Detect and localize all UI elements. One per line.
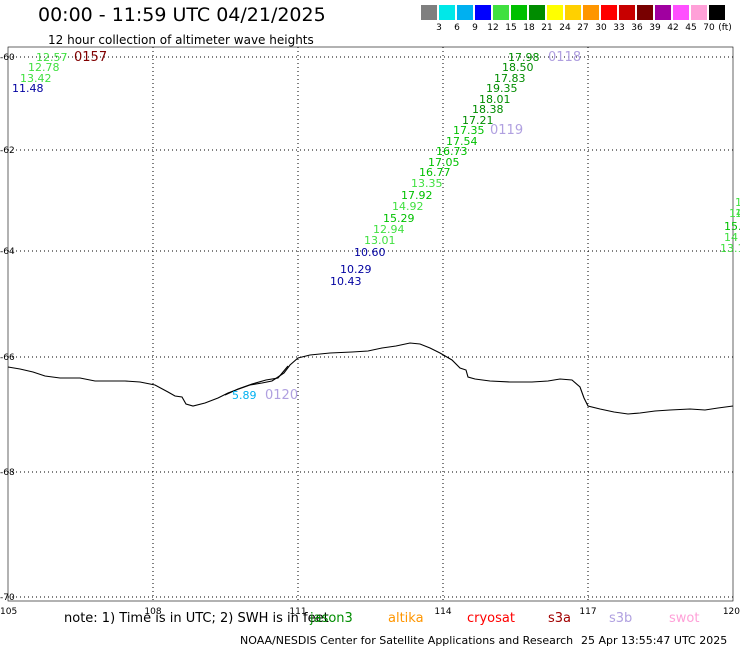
antarctic-coastline [7, 342, 734, 415]
coastline-inlet [224, 365, 289, 396]
wave-height-value: 17.35 [453, 124, 485, 137]
longitude-label: 114 [434, 607, 451, 617]
wave-height-value: 1 [735, 207, 740, 220]
legend-label: 9 [472, 23, 478, 33]
wave-height-value: 12.57 [36, 51, 68, 64]
legend-swatch [565, 5, 581, 20]
pass-id-label: 0118 [548, 50, 581, 65]
legend-unit: (ft) [718, 23, 732, 33]
wave-height-value: 15. [724, 220, 740, 233]
latitude-label: -60 [0, 53, 15, 63]
mission-label-s3b: s3b [609, 611, 633, 626]
latitude-label: -66 [0, 353, 15, 363]
legend-swatch [619, 5, 635, 20]
wave-height-value: 14.92 [392, 200, 424, 213]
latitude-label: -70 [0, 593, 15, 603]
wave-height-value: 13.35 [411, 177, 443, 190]
legend-swatch [691, 5, 707, 20]
plot-frame [7, 46, 734, 602]
mission-label-altika: altika [388, 611, 424, 626]
map-subtitle: 12 hour collection of altimeter wave hei… [48, 33, 314, 47]
legend-label: 33 [613, 23, 625, 33]
legend-swatch [421, 5, 437, 20]
wave-height-value: 18.38 [472, 103, 504, 116]
legend-swatch [529, 5, 545, 20]
wave-height-value: 17.21 [462, 114, 494, 127]
legend-label: 6 [454, 23, 460, 33]
wave-height-value: 13.1 [720, 242, 740, 255]
latitude-label: -62 [0, 146, 15, 156]
map-title: 00:00 - 11:59 UTC 04/21/2025 [38, 4, 326, 26]
wave-height-value: 17.54 [446, 135, 478, 148]
legend-swatch [493, 5, 509, 20]
wave-height-value: 17.05 [428, 156, 460, 169]
latitude-label: -68 [0, 468, 15, 478]
wave-height-value: 11.48 [12, 82, 44, 95]
longitude-label: 117 [579, 607, 596, 617]
wave-height-value: 15.29 [383, 212, 415, 225]
longitude-label: 111 [289, 607, 306, 617]
footer-organization: NOAA/NESDIS Center for Satellite Applica… [240, 634, 574, 647]
legend-label: 45 [685, 23, 697, 33]
legend-label: 70 [703, 23, 715, 33]
legend-swatch [511, 5, 527, 20]
longitude-label: 108 [144, 607, 161, 617]
legend-swatch [637, 5, 653, 20]
latitude-label: -64 [0, 247, 15, 257]
pass-id-label: 0120 [265, 388, 298, 403]
mission-label-swot: swot [669, 611, 700, 626]
legend-label: 30 [595, 23, 607, 33]
legend-swatch [547, 5, 563, 20]
wave-height-value: 17.83 [494, 72, 526, 85]
wave-height-value: 10.43 [330, 275, 362, 288]
wave-height-value: 10.29 [340, 263, 372, 276]
wave-height-value: 12.78 [28, 61, 60, 74]
legend-swatch [601, 5, 617, 20]
wave-height-value: 13.42 [20, 72, 52, 85]
pass-id-label: 0157 [74, 50, 107, 65]
wave-height-value: 5.89 [232, 389, 257, 402]
wave-height-value: 19.35 [486, 82, 518, 95]
legend-swatch [655, 5, 671, 20]
wave-height-value: 14 [729, 207, 740, 220]
legend-swatch [475, 5, 491, 20]
longitude-label: 105 [0, 607, 17, 617]
footer-timestamp: 25 Apr 13:55:47 UTC 2025 [581, 634, 728, 647]
mission-label-jason3: jason3 [310, 611, 353, 626]
mission-label-cryosat: cryosat [467, 611, 515, 626]
pass-id-label: 0119 [490, 123, 523, 138]
legend-swatch [439, 5, 455, 20]
legend-label: 42 [667, 23, 679, 33]
legend-swatch [673, 5, 689, 20]
wave-height-value: 14 [724, 231, 738, 244]
legend-label: 12 [487, 23, 499, 33]
mission-label-s3a: s3a [548, 611, 572, 626]
wave-height-value: 17.92 [401, 189, 433, 202]
legend-label: 24 [559, 23, 571, 33]
legend-swatch [709, 5, 725, 20]
legend-label: 21 [541, 23, 553, 33]
legend-swatch [457, 5, 473, 20]
legend-label: 36 [631, 23, 643, 33]
legend-swatch [583, 5, 599, 20]
wave-height-value: 12.94 [373, 223, 405, 236]
legend-label: 27 [577, 23, 589, 33]
wave-height-value: 16.77 [419, 166, 451, 179]
wave-height-value: 1 [735, 196, 740, 209]
wave-height-legend: 3 6 9 12 15 18 21 24 27 30 33 36 39 42 45 70 (ft) [421, 5, 732, 35]
wave-height-value: 16.73 [436, 145, 468, 158]
grid-lines [7, 46, 734, 602]
wave-height-value: 10.60 [354, 246, 386, 259]
legend-label: 15 [505, 23, 517, 33]
wave-height-value: 18.01 [479, 93, 511, 106]
wave-height-value: 13.01 [364, 234, 396, 247]
note-text: note: 1) Time is in UTC; 2) SWH is in fe… [64, 611, 329, 626]
legend-label: 39 [649, 23, 661, 33]
wave-height-value: 17.98 [508, 51, 540, 64]
longitude-label: 120 [723, 607, 740, 617]
wave-height-value: 18.50 [502, 61, 534, 74]
legend-label: 18 [523, 23, 535, 33]
legend-label: 3 [436, 23, 442, 33]
